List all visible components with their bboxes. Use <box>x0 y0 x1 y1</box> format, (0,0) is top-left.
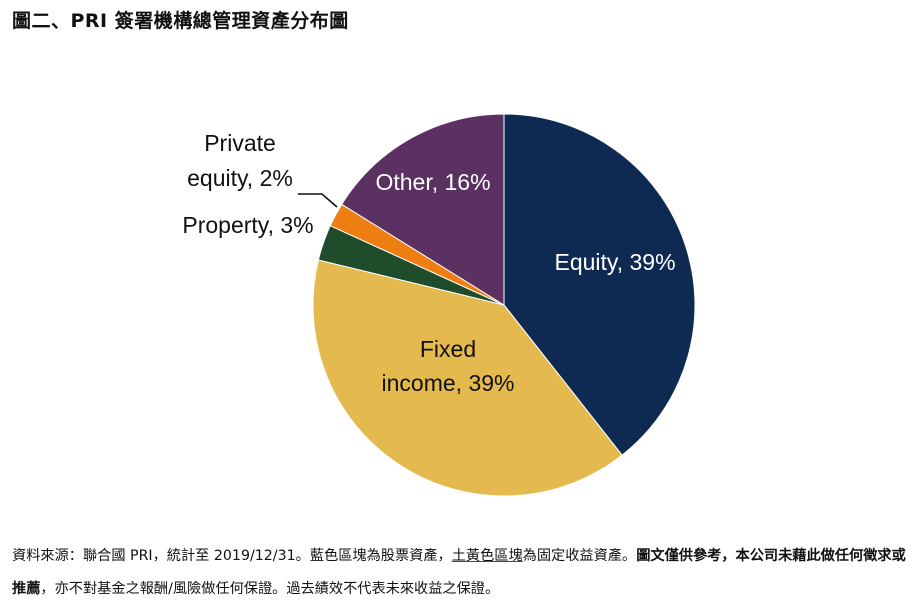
page-title: 圖二、PRI 簽署機構總管理資產分布圖 <box>12 10 349 32</box>
label-leader-line <box>298 193 338 208</box>
disclaimer-bold: 圖文僅供參考，本公司未藉此做任何徵求或推薦 <box>12 548 906 597</box>
slice-label: Property, 3% <box>182 212 313 238</box>
pie-slice <box>312 259 623 497</box>
pie-slice <box>503 113 696 456</box>
slice-label: Fixed income, 39% <box>382 336 515 396</box>
pie-chart: Equity, 39% Fixed income, 39% Property, 3% P… <box>182 113 696 497</box>
source-text-5: ，亦不對基金之報酬/風險做任何保證。過去績效不代表未來收益之保證。 <box>40 581 500 597</box>
leader-line <box>298 193 338 208</box>
slice-label: Private equity, 2% <box>187 130 293 191</box>
source-text-underlined: 土黃色區塊 <box>451 548 523 564</box>
slice-label: Other, 16% <box>375 169 490 195</box>
pie-labels: Equity, 39% Fixed income, 39% Property, 3% P… <box>182 130 675 396</box>
source-text-1: 資料來源：聯合國 PRI，統計至 2019/12/31。藍色區塊為股票資產， <box>12 548 452 564</box>
pie-slice <box>341 113 505 306</box>
slice-label: Equity, 39% <box>554 249 675 275</box>
pie-slices <box>312 113 696 497</box>
source-text-3: 為固定收益資產。 <box>522 548 637 564</box>
source-note: 資料來源：聯合國 PRI，統計至 2019/12/31。藍色區塊為股票資產，土黃… <box>12 540 917 606</box>
